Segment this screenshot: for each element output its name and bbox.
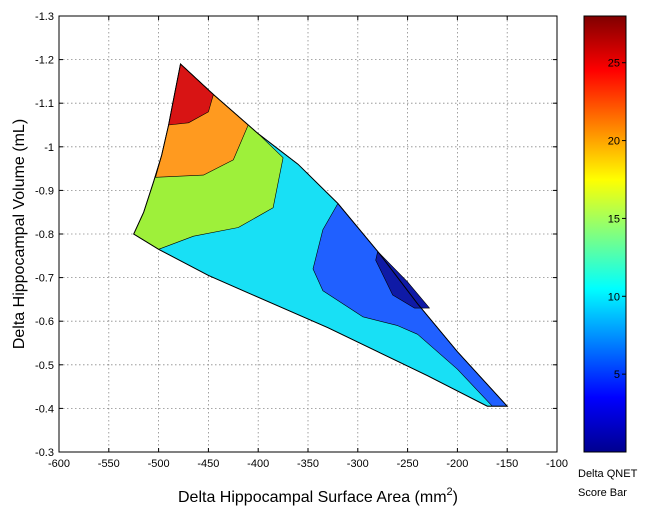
y-tick-label: -0.3: [35, 447, 54, 459]
colorbar-title-line1: Delta QNET: [578, 468, 638, 480]
y-tick-label: -1: [44, 142, 54, 154]
x-tick-label: -500: [148, 458, 170, 470]
y-axis-title: Delta Hippocampal Volume (mL): [11, 119, 28, 349]
colorbar-tick-label: 5: [614, 369, 620, 381]
x-tick-label: -600: [48, 458, 70, 470]
x-tick-label: -300: [347, 458, 369, 470]
colorbar-ticks: 5 10 15 20 25: [608, 58, 626, 381]
x-tick-label: -550: [98, 458, 120, 470]
x-axis-title: Delta Hippocampal Surface Area (mm2): [178, 486, 458, 506]
y-tick-label: -1.1: [35, 98, 54, 110]
x-tick-label: -250: [397, 458, 419, 470]
x-tick-label: -200: [446, 458, 468, 470]
colorbar: [583, 15, 627, 453]
colorbar-title-line2: Score Bar: [578, 487, 627, 499]
x-tick-label: -350: [297, 458, 319, 470]
y-tick-label: -0.9: [35, 185, 54, 197]
colorbar-tick-label: 25: [608, 58, 620, 70]
y-tick-label: -1.3: [35, 11, 54, 23]
colorbar-tick-label: 15: [608, 213, 620, 225]
contour-level-4: [375, 251, 430, 309]
y-tick-label: -1.2: [35, 55, 54, 67]
y-tick-label: -0.6: [35, 316, 54, 328]
y-tick-label: -0.8: [35, 229, 54, 241]
y-tick-label: -0.5: [35, 360, 54, 372]
x-tick-label: -400: [247, 458, 269, 470]
colorbar-tick-label: 10: [608, 291, 620, 303]
y-tick-label: -0.4: [35, 403, 54, 415]
y-tick-label: -0.7: [35, 273, 54, 285]
x-axis-ticks: -600 -550 -500 -450 -400 -350 -300 -250 -200 -150…: [48, 16, 568, 470]
colorbar-tick-label: 20: [608, 136, 620, 148]
contour-regions: [133, 63, 509, 407]
x-tick-label: -150: [496, 458, 518, 470]
region-boundary: [133, 63, 509, 407]
x-tick-label: -100: [546, 458, 568, 470]
x-tick-label: -450: [197, 458, 219, 470]
y-axis-ticks: -1.3 -1.2 -1.1 -1 -0.9 -0.8 -0.7 -0.6 -0.5 -0.4 -0…: [35, 11, 557, 459]
